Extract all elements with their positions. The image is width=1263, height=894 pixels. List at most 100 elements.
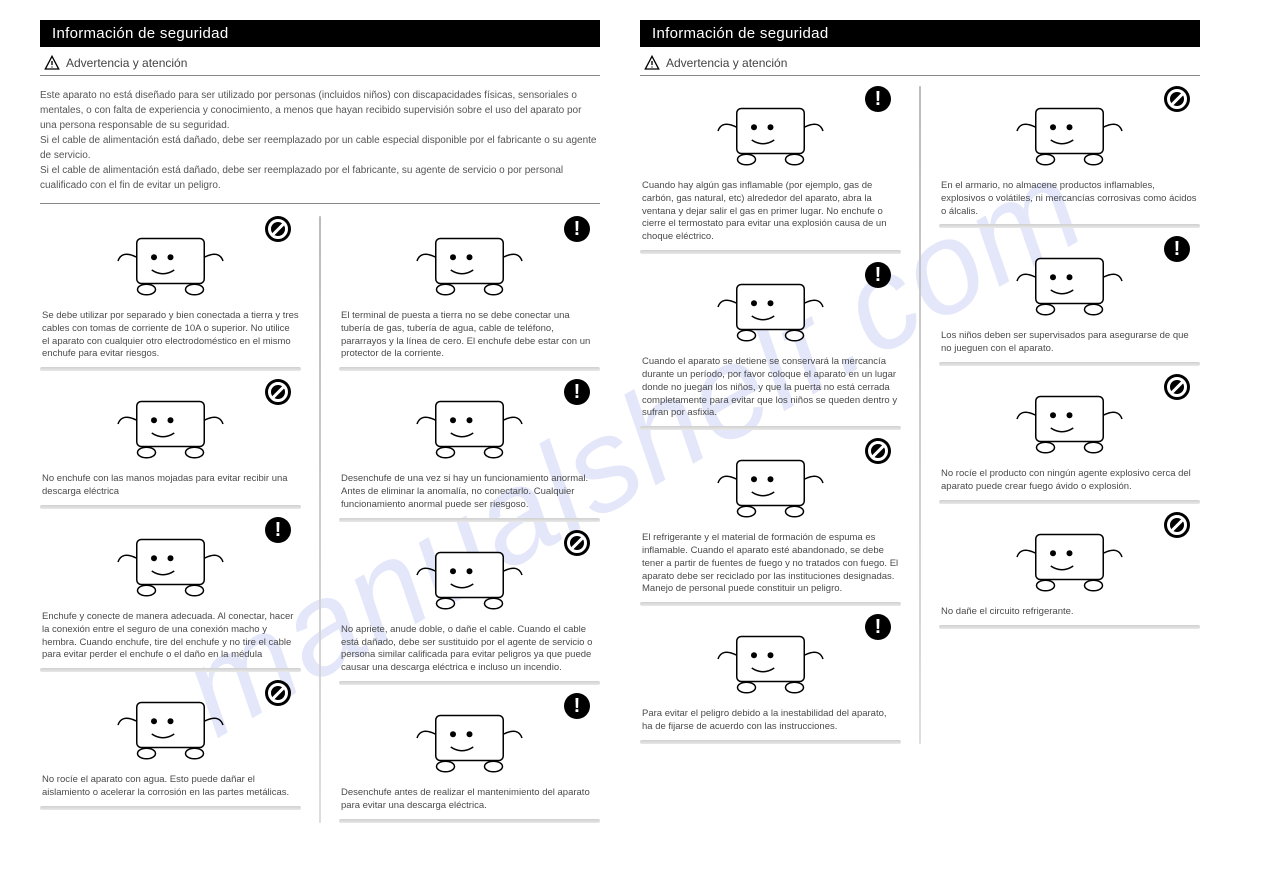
safety-item: No rocíe el producto con ningún agente e… (939, 374, 1200, 504)
safety-caption: No dañe el circuito refrigerante. (939, 602, 1200, 619)
subtitle-text-right: Advertencia y atención (666, 56, 787, 70)
illustration-box: ! (640, 262, 901, 352)
prohibit-icon (1164, 374, 1190, 400)
safety-caption: No enchufe con las manos mojadas para ev… (40, 469, 301, 499)
illustration-icon (640, 614, 901, 704)
item-separator (640, 250, 901, 254)
caution-icon: ! (865, 262, 891, 288)
illustration-icon (40, 517, 301, 607)
prohibit-icon (265, 216, 291, 242)
safety-caption: Para evitar el peligro debido a la inest… (640, 704, 901, 734)
illustration-box: ! (339, 379, 600, 469)
item-separator (339, 367, 600, 371)
safety-caption: Desenchufe antes de realizar el mantenim… (339, 783, 600, 813)
prohibit-icon (865, 438, 891, 464)
illustration-icon (939, 374, 1200, 464)
prohibit-icon (265, 680, 291, 706)
illustration-icon (40, 216, 301, 306)
subtitle-text-left: Advertencia y atención (66, 56, 187, 70)
safety-item: No rocíe el aparato con agua. Esto puede… (40, 680, 301, 810)
safety-item: Se debe utilizar por separado y bien con… (40, 216, 301, 371)
prohibit-icon (564, 530, 590, 556)
illustration-box: ! (40, 517, 301, 607)
illustration-box (939, 86, 1200, 176)
column-divider (319, 216, 321, 823)
subtitle-row-left: Advertencia y atención (40, 47, 600, 76)
caution-icon: ! (564, 216, 590, 242)
illustration-icon (640, 438, 901, 528)
column-right-1: ! Cuando hay algún gas inflamable (por e… (640, 86, 901, 744)
safety-item: ! Los niños deben ser supervisados para … (939, 236, 1200, 366)
column-left-1: Se debe utilizar por separado y bien con… (40, 216, 301, 823)
safety-caption: No rocíe el aparato con agua. Esto puede… (40, 770, 301, 800)
illustration-box: ! (640, 86, 901, 176)
title-bar-left: Información de seguridad (40, 20, 600, 47)
safety-item: El refrigerante y el material de formaci… (640, 438, 901, 606)
grid-left: Se debe utilizar por separado y bien con… (40, 216, 600, 823)
item-separator (40, 806, 301, 810)
safety-item: ! El terminal de puesta a tierra no se d… (339, 216, 600, 371)
page-right: Información de seguridad Advertencia y a… (640, 20, 1200, 744)
column-right-2: En el armario, no almacene productos inf… (939, 86, 1200, 744)
item-separator (40, 505, 301, 509)
subtitle-row-right: Advertencia y atención (640, 47, 1200, 76)
item-separator (339, 819, 600, 823)
item-separator (640, 426, 901, 430)
illustration-box (939, 374, 1200, 464)
item-separator (939, 625, 1200, 629)
item-separator (939, 500, 1200, 504)
prohibit-icon (1164, 86, 1190, 112)
illustration-box: ! (339, 693, 600, 783)
caution-icon: ! (564, 693, 590, 719)
safety-caption: Enchufe y conecte de manera adecuada. Al… (40, 607, 301, 662)
warning-triangle-icon (644, 55, 660, 71)
illustration-box: ! (339, 216, 600, 306)
illustration-icon (339, 379, 600, 469)
title-bar-right: Información de seguridad (640, 20, 1200, 47)
safety-caption: El terminal de puesta a tierra no se deb… (339, 306, 600, 361)
safety-item: No enchufe con las manos mojadas para ev… (40, 379, 301, 509)
item-separator (939, 224, 1200, 228)
illustration-box (40, 680, 301, 770)
safety-item: En el armario, no almacene productos inf… (939, 86, 1200, 228)
warning-triangle-icon (44, 55, 60, 71)
safety-item: ! Desenchufe de una vez si hay un funcio… (339, 379, 600, 521)
illustration-box: ! (640, 614, 901, 704)
illustration-box (640, 438, 901, 528)
illustration-icon (939, 236, 1200, 326)
grid-right: ! Cuando hay algún gas inflamable (por e… (640, 86, 1200, 744)
safety-caption: Los niños deben ser supervisados para as… (939, 326, 1200, 356)
safety-caption: No rocíe el producto con ningún agente e… (939, 464, 1200, 494)
illustration-icon (640, 86, 901, 176)
illustration-icon (40, 680, 301, 770)
illustration-box (339, 530, 600, 620)
safety-caption: Desenchufe de una vez si hay un funciona… (339, 469, 600, 511)
caution-icon: ! (865, 614, 891, 640)
safety-caption: Cuando hay algún gas inflamable (por eje… (640, 176, 901, 244)
safety-item: ! Para evitar el peligro debido a la ine… (640, 614, 901, 744)
prohibit-icon (1164, 512, 1190, 538)
item-separator (939, 362, 1200, 366)
safety-item: ! Cuando hay algún gas inflamable (por e… (640, 86, 901, 254)
safety-caption: Cuando el aparato se detiene se conserva… (640, 352, 901, 420)
safety-caption: Se debe utilizar por separado y bien con… (40, 306, 301, 361)
item-separator (40, 668, 301, 672)
column-left-2: ! El terminal de puesta a tierra no se d… (339, 216, 600, 823)
intro-text: Este aparato no está diseñado para ser u… (40, 86, 600, 204)
illustration-box (40, 379, 301, 469)
column-divider (919, 86, 921, 744)
safety-item: ! Desenchufe antes de realizar el manten… (339, 693, 600, 823)
illustration-icon (40, 379, 301, 469)
item-separator (40, 367, 301, 371)
caution-icon: ! (865, 86, 891, 112)
safety-caption: No apriete, anude doble, o dañe el cable… (339, 620, 600, 675)
illustration-icon (339, 693, 600, 783)
illustration-icon (939, 512, 1200, 602)
safety-item: ! Enchufe y conecte de manera adecuada. … (40, 517, 301, 672)
page-left: Información de seguridad Advertencia y a… (40, 20, 600, 823)
caution-icon: ! (265, 517, 291, 543)
illustration-icon (640, 262, 901, 352)
illustration-box (939, 512, 1200, 602)
item-separator (640, 602, 901, 606)
illustration-icon (939, 86, 1200, 176)
